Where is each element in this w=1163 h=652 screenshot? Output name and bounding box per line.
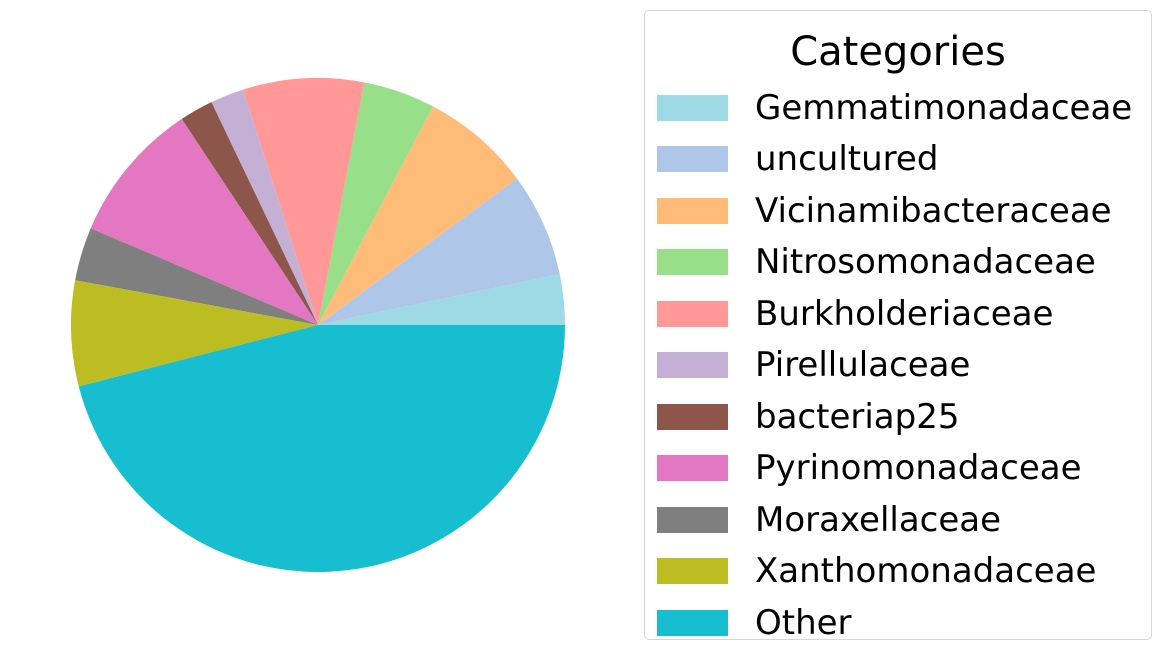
- legend-swatch: [657, 197, 728, 224]
- legend: Categories Gemmatimonadaceae uncultured Vi…: [644, 10, 1152, 643]
- pie-slice-pyrinomonadaceae: [90, 118, 318, 325]
- legend-swatch: [657, 249, 728, 276]
- legend-label: Nitrosomonadaceae: [755, 242, 1096, 283]
- legend-label: Pyrinomonadaceae: [755, 448, 1082, 489]
- pie-slice-burkholderiaceae: [243, 78, 365, 325]
- legend-label: Pirellulaceae: [755, 345, 971, 386]
- legend-swatch: [657, 300, 728, 327]
- legend-item-xanthomonadaceae: Xanthomonadaceae: [657, 546, 1132, 598]
- legend-label: Gemmatimonadaceae: [755, 87, 1133, 128]
- legend-swatch: [657, 146, 728, 173]
- legend-item-gemmatimonadaceae: Gemmatimonadaceae: [657, 82, 1132, 134]
- legend-item-pirellulaceae: Pirellulaceae: [657, 340, 1132, 392]
- legend-item-moraxellaceae: Moraxellaceae: [657, 494, 1132, 546]
- pie-chart: [70, 78, 565, 573]
- legend-label: Burkholderiaceae: [755, 293, 1054, 334]
- pie-slice-other: [78, 325, 565, 573]
- legend-title: Categories: [790, 29, 1006, 75]
- legend-item-burkholderiaceae: Burkholderiaceae: [657, 288, 1132, 340]
- pie-slice-vicinamibacteraceae: [318, 106, 517, 325]
- legend-label: Xanthomonadaceae: [755, 551, 1097, 592]
- legend-item-nitrosomonadaceae: Nitrosomonadaceae: [657, 237, 1132, 289]
- legend-swatch: [657, 94, 728, 121]
- legend-item-bacteriap25: bacteriap25: [657, 391, 1132, 443]
- legend-swatch: [657, 506, 728, 533]
- legend-swatch: [657, 352, 728, 379]
- legend-item-other: Other: [657, 597, 1132, 649]
- legend-swatch: [657, 455, 728, 482]
- legend-item-vicinamibacteraceae: Vicinamibacteraceae: [657, 185, 1132, 237]
- legend-item-uncultured: uncultured: [657, 134, 1132, 186]
- pie-slice-xanthomonadaceae: [70, 280, 318, 387]
- pie-slice-nitrosomonadaceae: [318, 82, 433, 325]
- legend-label: bacteriap25: [755, 396, 960, 437]
- pie-slice-bacteriap25: [181, 102, 318, 325]
- legend-swatch: [657, 403, 728, 430]
- legend-item-pyrinomonadaceae: Pyrinomonadaceae: [657, 443, 1132, 495]
- legend-label: Other: [755, 602, 852, 643]
- pie-slice-gemmatimonadaceae: [318, 274, 565, 325]
- legend-items: Gemmatimonadaceae uncultured Vicinamibacte…: [657, 82, 1132, 649]
- pie-slice-pirellulaceae: [211, 89, 318, 325]
- legend-swatch: [657, 609, 728, 636]
- legend-label: Vicinamibacteraceae: [755, 190, 1112, 231]
- pie-slice-uncultured: [318, 178, 560, 325]
- pie-slice-moraxellaceae: [75, 228, 318, 325]
- legend-label: Moraxellaceae: [755, 499, 1002, 540]
- legend-swatch: [657, 558, 728, 585]
- legend-label: uncultured: [755, 139, 939, 180]
